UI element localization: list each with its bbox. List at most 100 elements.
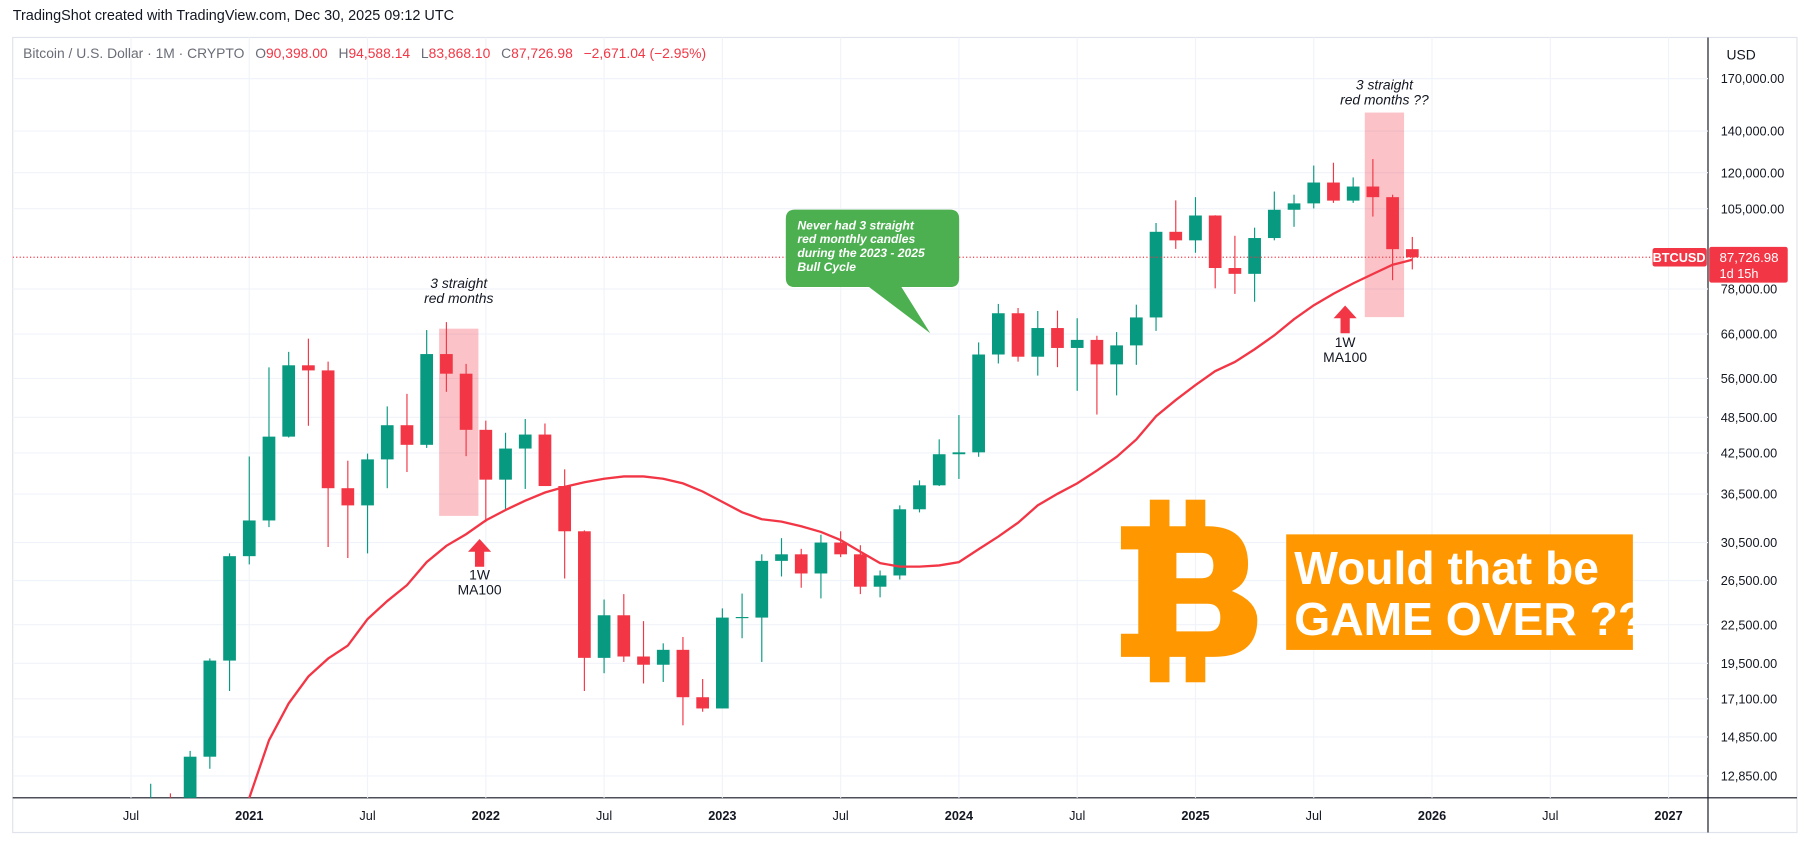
candle-body [361, 459, 374, 506]
y-tick-label: 78,000.00 [1721, 282, 1778, 297]
annotation: MA100 [1323, 349, 1367, 365]
candle-body [755, 560, 769, 618]
candle-body [479, 429, 493, 480]
candle-body [637, 656, 650, 665]
candle-body [853, 554, 867, 587]
legend-symbol: Bitcoin / U.S. Dollar · 1M · CRYPTO [23, 45, 245, 61]
y-tick-label: 36,500.00 [1721, 487, 1778, 502]
callout-text: Bull Cycle [797, 260, 856, 274]
x-tick-label: Jul [1069, 808, 1085, 823]
candle-body [183, 756, 197, 798]
candle-body [1129, 317, 1143, 346]
candle-body [538, 434, 552, 487]
candle-body [775, 554, 788, 561]
candle-body [144, 802, 157, 809]
candle-body [282, 365, 296, 437]
candle-body [203, 660, 217, 757]
candle-body [735, 617, 749, 619]
candle-body [400, 425, 414, 445]
y-tick-label: 19,500.00 [1721, 656, 1778, 671]
y-tick-label: 120,000.00 [1721, 165, 1785, 180]
candle-body [1267, 209, 1281, 239]
candle-body [1386, 197, 1399, 250]
moving-average [248, 258, 1413, 798]
candle-body [1248, 238, 1261, 274]
candle-body [696, 697, 710, 709]
legend-key: O [255, 45, 266, 61]
annotation: 3 straight [430, 275, 488, 291]
candle-body [1189, 215, 1202, 241]
x-tick-label: 2023 [708, 808, 736, 823]
x-tick-label: 2025 [1181, 808, 1209, 823]
x-tick-label: Jul [359, 808, 375, 823]
candle-body [440, 354, 453, 374]
y-tick-label: 12,850.00 [1721, 769, 1778, 784]
candle-body [991, 313, 1005, 355]
legend-key: C [501, 45, 511, 61]
candle-body [873, 575, 887, 587]
candle-body [1051, 328, 1064, 348]
candle-body [676, 649, 690, 698]
candle-body [794, 554, 808, 574]
candle-body [1287, 203, 1301, 210]
y-tick-label: 48,500.00 [1721, 410, 1778, 425]
y-tick-label: 26,500.00 [1721, 573, 1778, 588]
annotation: 3 straight [1356, 76, 1414, 92]
candle-body [972, 354, 985, 453]
legend-change: −2,671.04 (−2.95%) [584, 45, 707, 61]
candle-body [1346, 186, 1360, 201]
grid [12, 37, 1708, 798]
header-title: TradingShot created with TradingView.com… [13, 8, 454, 24]
x-tick-label: 2021 [235, 808, 263, 823]
x-tick-label: 2022 [472, 808, 500, 823]
price-value: 87,726.98 [1720, 250, 1779, 265]
bitcoin-logo [1120, 499, 1258, 683]
y-tick-label: 105,000.00 [1721, 201, 1785, 216]
candle-body [223, 556, 236, 661]
callout-text: during the 2023 - 2025 [797, 246, 925, 260]
annotation: red months ?? [1340, 91, 1429, 107]
callout-text: red monthly candles [797, 232, 915, 246]
y-tick-label: 14,850.00 [1721, 730, 1778, 745]
candle-body [578, 531, 591, 658]
candle-body [932, 454, 946, 486]
candle-body [1327, 182, 1340, 201]
x-tick-label: 2027 [1654, 808, 1682, 823]
plot-area [12, 159, 1708, 809]
candle-body [1070, 339, 1084, 348]
y-tick-label: 170,000.00 [1721, 71, 1785, 86]
y-tick-label: 56,000.00 [1721, 371, 1778, 386]
candle-body [716, 617, 729, 709]
price-symbol: BTCUSD [1653, 250, 1706, 265]
candle-body [499, 448, 512, 480]
candle-body [656, 649, 670, 665]
legend-value: 90,398.00 [266, 45, 328, 61]
x-tick-label: Jul [596, 808, 612, 823]
annotation: MA100 [458, 581, 502, 597]
legend-key: H [338, 45, 348, 61]
headline: GAME OVER ?? [1294, 593, 1646, 645]
candle-body [1208, 215, 1222, 269]
candle-body [1228, 268, 1242, 274]
x-tick-label: Jul [1306, 808, 1322, 823]
arrow [468, 538, 492, 567]
arrow [1333, 305, 1357, 334]
candle-body [459, 373, 473, 430]
candle-body [617, 615, 631, 657]
y-tick-label: 17,100.00 [1721, 691, 1778, 706]
candle-body [302, 365, 315, 371]
callout [785, 209, 960, 334]
candle-body [1366, 186, 1380, 198]
legend-value: 87,726.98 [511, 45, 573, 61]
candle-body [1031, 328, 1045, 357]
candle-body [321, 370, 335, 489]
candle-body [420, 354, 434, 445]
candle-body [913, 485, 926, 510]
chart-frame [12, 36, 1798, 834]
candle-body [262, 436, 276, 521]
x-tick-label: 2026 [1418, 808, 1446, 823]
candle-body [1090, 339, 1104, 365]
y-tick-label: 42,500.00 [1721, 446, 1778, 461]
candle-body [558, 486, 572, 532]
y-tick-label: 30,500.00 [1721, 535, 1778, 550]
